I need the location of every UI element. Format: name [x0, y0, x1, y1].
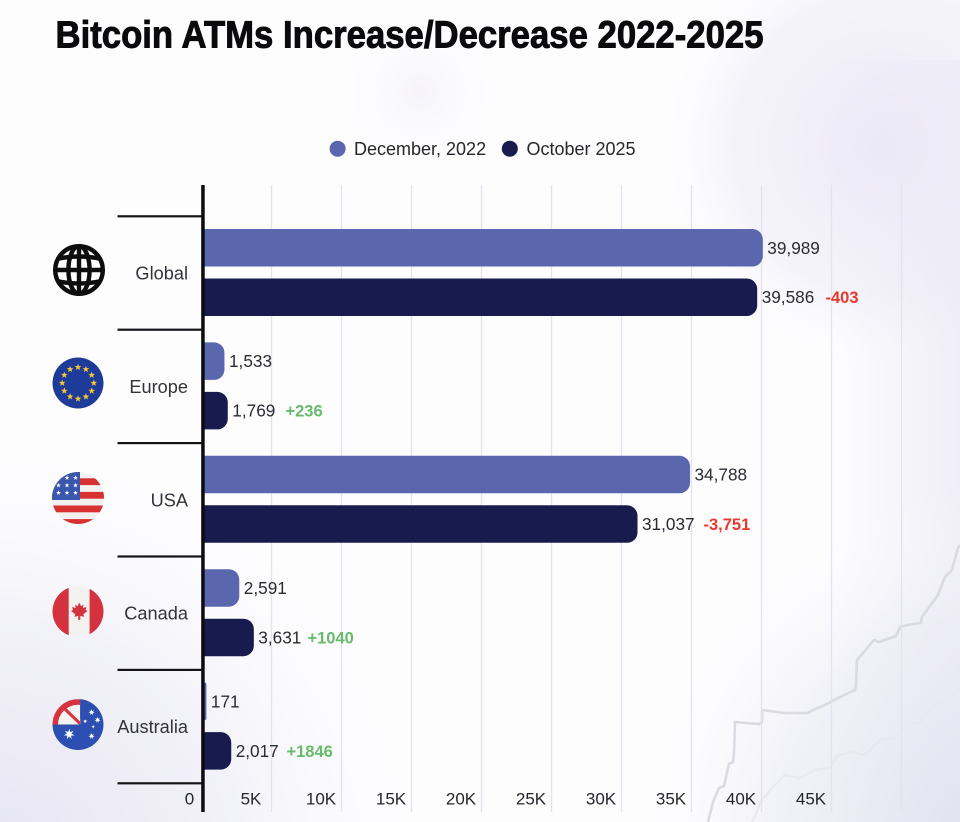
svg-text:Global: Global [135, 264, 188, 284]
svg-text:Australia: Australia [117, 717, 189, 737]
svg-text:171: 171 [211, 691, 240, 711]
svg-text:5K: 5K [241, 790, 262, 809]
svg-text:-403: -403 [826, 289, 859, 307]
svg-text:0: 0 [185, 790, 194, 809]
svg-text:+236: +236 [286, 403, 323, 421]
svg-text:October 2025: October 2025 [527, 139, 636, 159]
svg-text:2,017: 2,017 [236, 741, 279, 761]
svg-text:3,631: 3,631 [258, 628, 301, 648]
svg-text:15K: 15K [376, 790, 407, 809]
svg-text:31,037: 31,037 [642, 514, 695, 534]
svg-text:25K: 25K [516, 790, 547, 809]
svg-text:1,769: 1,769 [232, 401, 275, 421]
svg-text:39,586: 39,586 [762, 287, 815, 307]
svg-text:-3,751: -3,751 [704, 516, 751, 534]
svg-text:30K: 30K [586, 790, 617, 809]
svg-text:20K: 20K [446, 790, 477, 809]
svg-text:35K: 35K [656, 790, 687, 809]
svg-text:1,533: 1,533 [229, 351, 272, 371]
svg-text:34,788: 34,788 [695, 465, 748, 485]
svg-text:USA: USA [151, 490, 189, 510]
svg-text:2,591: 2,591 [244, 578, 287, 598]
svg-text:Bitcoin ATMs Increase/Decrease: Bitcoin ATMs Increase/Decrease 2022-2025 [56, 15, 764, 57]
svg-text:40K: 40K [726, 790, 757, 809]
svg-text:39,989: 39,989 [767, 238, 820, 258]
svg-text:December, 2022: December, 2022 [354, 139, 486, 159]
svg-text:10K: 10K [306, 790, 337, 809]
svg-text:Canada: Canada [124, 604, 189, 624]
svg-text:+1040: +1040 [308, 630, 354, 648]
svg-text:Europe: Europe [129, 377, 188, 397]
svg-text:45K: 45K [796, 790, 827, 809]
svg-text:+1846: +1846 [287, 743, 333, 761]
